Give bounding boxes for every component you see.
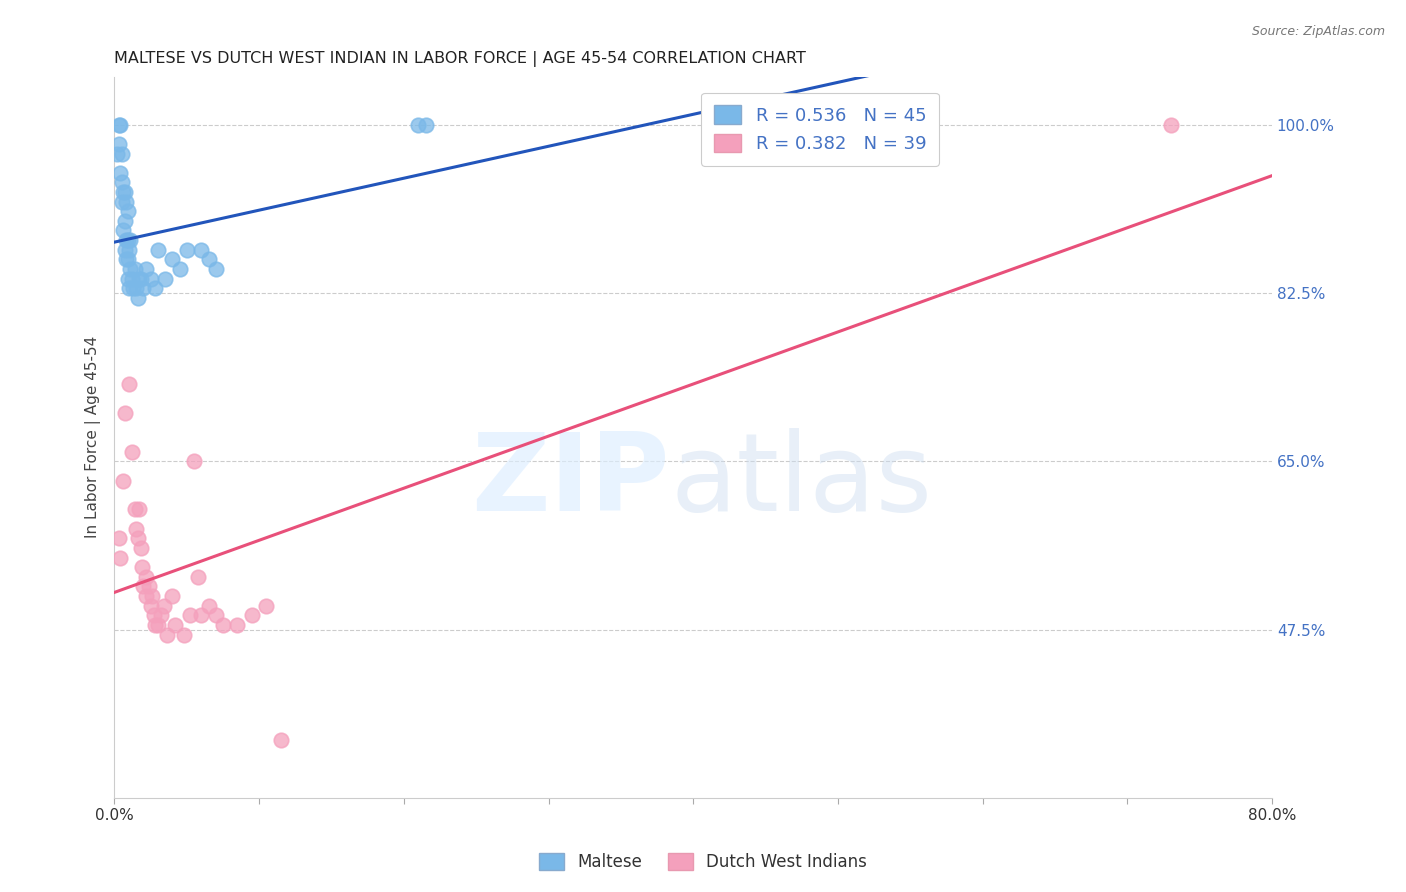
Point [117, 233, 139, 247]
Point [110, 550, 132, 565]
Text: atlas: atlas [671, 427, 932, 533]
Point [135, 570, 157, 584]
Point [142, 608, 165, 623]
Point [204, 262, 226, 277]
Point [197, 599, 219, 613]
Point [114, 406, 136, 420]
Text: Source: ZipAtlas.com: Source: ZipAtlas.com [1251, 25, 1385, 38]
Point [179, 608, 201, 623]
Point [162, 589, 184, 603]
Point [240, 608, 263, 623]
Point [139, 599, 162, 613]
Legend: R = 0.536   N = 45, R = 0.382   N = 39: R = 0.536 N = 45, R = 0.382 N = 39 [702, 93, 939, 166]
Point [212, 618, 235, 632]
Point [138, 579, 160, 593]
Point [143, 618, 166, 632]
Text: ZIP: ZIP [471, 427, 671, 533]
Point [121, 271, 143, 285]
Point [111, 175, 134, 189]
Point [141, 589, 163, 603]
Point [183, 454, 205, 468]
Point [115, 252, 138, 267]
Point [110, 166, 132, 180]
Point [114, 214, 136, 228]
Point [112, 185, 135, 199]
Point [131, 560, 153, 574]
Point [114, 185, 136, 199]
Y-axis label: In Labor Force | Age 45-54: In Labor Force | Age 45-54 [86, 336, 101, 539]
Point [270, 733, 292, 747]
Point [204, 608, 226, 623]
Point [111, 146, 134, 161]
Point [118, 281, 141, 295]
Point [169, 262, 191, 277]
Point [162, 252, 184, 267]
Point [117, 252, 139, 267]
Point [143, 281, 166, 295]
Point [108, 118, 131, 132]
Point [149, 608, 172, 623]
Point [105, 146, 128, 161]
Point [125, 522, 148, 536]
Point [146, 243, 169, 257]
Point [408, 118, 430, 132]
Point [125, 281, 148, 295]
Legend: Maltese, Dutch West Indians: Maltese, Dutch West Indians [531, 845, 875, 880]
Point [139, 271, 162, 285]
Point [415, 118, 437, 132]
Point [132, 281, 155, 295]
Point [122, 281, 145, 295]
Point [127, 291, 149, 305]
Point [112, 223, 135, 237]
Point [108, 136, 131, 151]
Point [190, 608, 212, 623]
Point [135, 589, 157, 603]
Point [254, 599, 277, 613]
Point [128, 502, 150, 516]
Point [187, 570, 209, 584]
Point [117, 271, 139, 285]
Point [1160, 118, 1182, 132]
Point [173, 627, 195, 641]
Point [226, 618, 249, 632]
Point [118, 377, 141, 392]
Point [176, 243, 198, 257]
Point [110, 118, 132, 132]
Point [197, 252, 219, 267]
Point [132, 579, 155, 593]
Point [127, 532, 149, 546]
Point [128, 271, 150, 285]
Point [155, 627, 177, 641]
Point [117, 204, 139, 219]
Point [146, 618, 169, 632]
Point [135, 262, 157, 277]
Point [112, 474, 135, 488]
Point [124, 502, 146, 516]
Point [153, 271, 176, 285]
Point [152, 599, 174, 613]
Point [111, 194, 134, 209]
Point [165, 618, 187, 632]
Point [124, 262, 146, 277]
Point [120, 233, 142, 247]
Point [115, 194, 138, 209]
Point [108, 532, 131, 546]
Point [115, 233, 138, 247]
Point [190, 243, 212, 257]
Text: MALTESE VS DUTCH WEST INDIAN IN LABOR FORCE | AGE 45-54 CORRELATION CHART: MALTESE VS DUTCH WEST INDIAN IN LABOR FO… [114, 51, 807, 67]
Point [129, 541, 152, 555]
Point [129, 271, 152, 285]
Point [120, 262, 142, 277]
Point [121, 444, 143, 458]
Point [118, 243, 141, 257]
Point [114, 243, 136, 257]
